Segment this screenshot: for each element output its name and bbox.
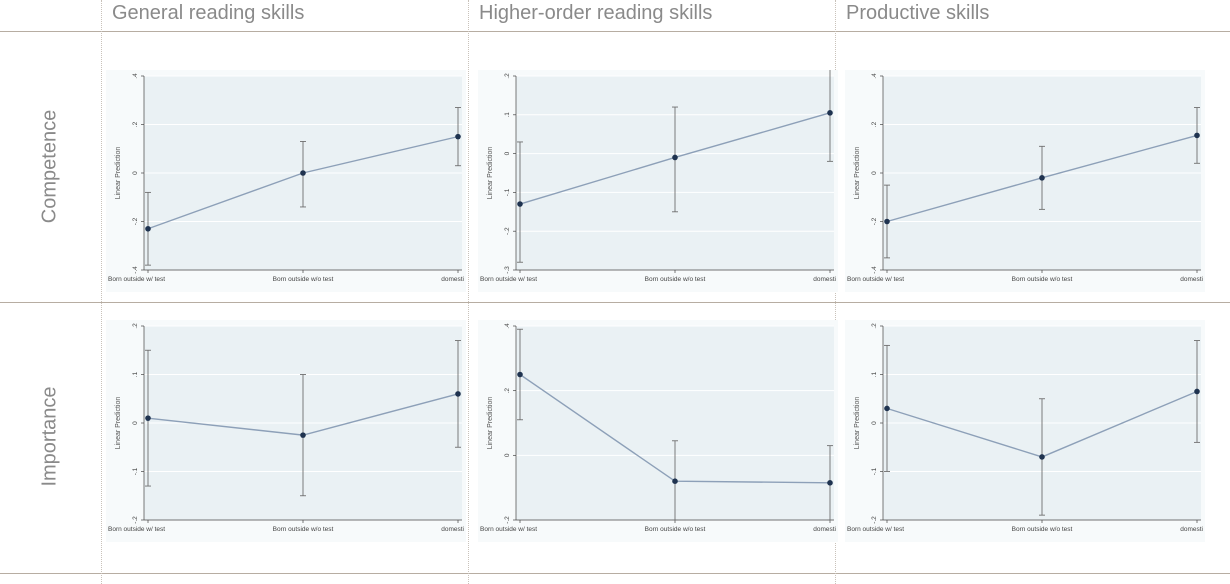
y-tick-label: -.4 [871, 266, 878, 274]
data-point [1194, 132, 1200, 139]
chart-panel-importance-general: -.2 -.1 0 .1 .2 Linear Prediction Born outside… [106, 320, 466, 542]
y-tick-label: .2 [132, 323, 139, 329]
y-tick-label: -.2 [132, 217, 139, 225]
chart-svg: -.2 -.1 0 .1 .2 Linear Prediction Born outside… [845, 320, 1205, 542]
x-tick-label: Born outside w/ test [847, 526, 904, 533]
chart-svg: -.3 -.2 -.1 0 .1 .2 Linear Prediction Born outs… [478, 70, 838, 292]
y-tick-label: -.2 [871, 516, 878, 524]
x-tick-label: Born outside w/o test [1012, 276, 1073, 283]
data-point [884, 218, 890, 225]
data-point [1039, 175, 1045, 181]
column-divider [101, 0, 102, 584]
chart-panel-competence-productive: -.4 -.2 0 .2 .4 Linear Prediction Born outside… [845, 70, 1205, 292]
data-point [145, 225, 151, 232]
data-point [672, 154, 678, 161]
data-point [300, 432, 306, 438]
y-tick-label: .2 [871, 323, 878, 329]
y-tick-label: 0 [871, 171, 878, 175]
x-tick-label: Born outside w/o test [273, 276, 334, 283]
y-tick-label: .4 [132, 73, 139, 79]
data-point [145, 415, 151, 421]
data-point [300, 170, 306, 176]
column-divider [835, 0, 836, 584]
y-axis-label: Linear Prediction [854, 147, 861, 200]
y-axis-label: Linear Prediction [854, 397, 861, 450]
y-tick-label: .4 [504, 323, 511, 329]
data-point [1039, 454, 1045, 460]
data-point [672, 478, 678, 484]
row-header-importance: Importance [38, 386, 61, 487]
y-tick-label: -.1 [132, 467, 139, 475]
data-point [517, 201, 523, 207]
data-point [827, 480, 833, 486]
header-rule [0, 31, 1230, 32]
column-header-productive: Productive skills [846, 2, 990, 24]
y-axis-label: Linear Prediction [115, 147, 122, 200]
chart-panel-importance-productive: -.2 -.1 0 .1 .2 Linear Prediction Born outside… [845, 320, 1205, 542]
y-tick-label: 0 [504, 151, 511, 155]
x-tick-label: Born outside w/ test [108, 526, 165, 533]
x-tick-label: Born outside w/o test [645, 276, 706, 283]
y-tick-label: -.1 [871, 467, 878, 475]
chart-panel-importance-higher-order: -.2 0 .2 .4 Linear Prediction Born outside w/… [478, 320, 838, 542]
chart-svg: -.2 -.1 0 .1 .2 Linear Prediction Born outside… [106, 320, 466, 542]
x-tick-label: domesti [1180, 526, 1203, 533]
x-tick-label: domesti [441, 526, 464, 533]
data-point [455, 391, 461, 397]
row-divider [0, 302, 1230, 303]
y-tick-label: 0 [504, 453, 511, 457]
x-tick-label: Born outside w/ test [480, 276, 537, 283]
y-tick-label: .2 [504, 73, 511, 79]
y-tick-label: -.1 [504, 188, 511, 196]
y-tick-label: 0 [871, 421, 878, 425]
bottom-rule [0, 573, 1230, 574]
column-divider [468, 0, 469, 584]
chart-svg: -.2 0 .2 .4 Linear Prediction Born outside w/… [478, 320, 838, 542]
chart-panel-competence-general: -.4 -.2 0 .2 .4 Linear Prediction Born outside… [106, 70, 466, 292]
y-axis-label: Linear Prediction [487, 147, 494, 200]
y-tick-label: .2 [132, 121, 139, 127]
y-tick-label: 0 [132, 421, 139, 425]
y-axis-label: Linear Prediction [487, 397, 494, 450]
y-tick-label: .2 [871, 121, 878, 127]
y-axis-label: Linear Prediction [115, 397, 122, 450]
data-point [1194, 388, 1200, 395]
y-tick-label: -.2 [132, 516, 139, 524]
x-tick-label: Born outside w/ test [847, 276, 904, 283]
y-tick-label: -.2 [504, 227, 511, 235]
column-header-general-reading: General reading skills [112, 2, 305, 24]
data-point [827, 110, 833, 116]
y-tick-label: -.2 [871, 217, 878, 225]
y-tick-label: .4 [871, 73, 878, 79]
x-tick-label: Born outside w/o test [273, 526, 334, 533]
x-tick-label: domesti [813, 276, 836, 283]
y-tick-label: .1 [871, 371, 878, 377]
x-tick-label: domesti [1180, 276, 1203, 283]
row-header-competence: Competence [38, 109, 61, 224]
x-tick-label: domesti [441, 276, 464, 283]
data-point [455, 133, 461, 140]
chart-panel-competence-higher-order: -.3 -.2 -.1 0 .1 .2 Linear Prediction Born outs… [478, 70, 838, 292]
x-tick-label: Born outside w/o test [1012, 526, 1073, 533]
data-point [517, 371, 523, 378]
y-tick-label: .2 [504, 388, 511, 394]
column-header-higher-order-reading: Higher-order reading skills [479, 2, 713, 24]
y-tick-label: -.2 [504, 516, 511, 524]
x-tick-label: domesti [813, 526, 836, 533]
x-tick-label: Born outside w/o test [645, 526, 706, 533]
y-tick-label: 0 [132, 171, 139, 175]
chart-svg: -.4 -.2 0 .2 .4 Linear Prediction Born outside… [845, 70, 1205, 292]
x-tick-label: Born outside w/ test [108, 276, 165, 283]
y-tick-label: .1 [132, 371, 139, 377]
x-tick-label: Born outside w/ test [480, 526, 537, 533]
chart-svg: -.4 -.2 0 .2 .4 Linear Prediction Born outside… [106, 70, 466, 292]
y-tick-label: -.4 [132, 266, 139, 274]
data-point [884, 405, 890, 412]
y-tick-label: -.3 [504, 266, 511, 274]
y-tick-label: .1 [504, 112, 511, 118]
